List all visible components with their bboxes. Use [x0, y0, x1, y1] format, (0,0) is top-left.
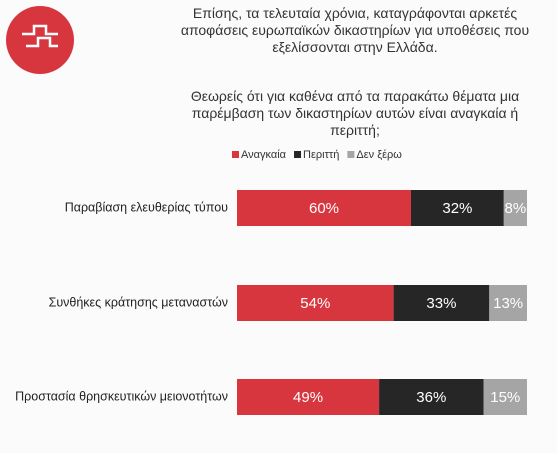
legend-label: Δεν ξέρω	[356, 149, 402, 161]
value-label: 8%	[505, 200, 527, 217]
bar-segment	[489, 285, 527, 321]
logo	[6, 6, 74, 74]
value-label: 15%	[490, 389, 520, 406]
value-label: 13%	[493, 295, 523, 312]
legend-label: Αναγκαία	[241, 149, 287, 161]
bar-segment	[237, 379, 380, 415]
value-label: 32%	[442, 200, 472, 217]
bar-segment	[483, 379, 527, 415]
category-label: Συνθήκες κράτησης μεταναστών	[49, 295, 228, 309]
value-label: 36%	[416, 389, 446, 406]
legend-swatch	[232, 151, 239, 158]
bar-segment	[237, 285, 394, 321]
bar-segment	[411, 190, 504, 226]
legend-swatch	[294, 151, 302, 158]
legend-swatch	[347, 151, 355, 158]
value-label: 49%	[293, 389, 323, 406]
legend-label: Περιττή	[303, 149, 339, 161]
title: Επίσης, τα τελευταία χρόνια, καταγράφοντ…	[180, 5, 530, 55]
category-label: Προστασία θρησκευτικών μειονοτήτων	[15, 389, 228, 403]
bar-segment	[237, 190, 411, 226]
value-label: 60%	[309, 200, 339, 217]
bar-segment	[393, 285, 490, 321]
value-label: 54%	[300, 295, 330, 312]
value-label: 33%	[426, 295, 456, 312]
category-label: Παραβίαση ελευθερίας τύπου	[65, 200, 228, 214]
bar-segment	[379, 379, 484, 415]
bar-segment	[503, 190, 527, 226]
subtitle: Θεωρείς ότι για καθένα από τα παρακάτω θ…	[190, 88, 520, 138]
